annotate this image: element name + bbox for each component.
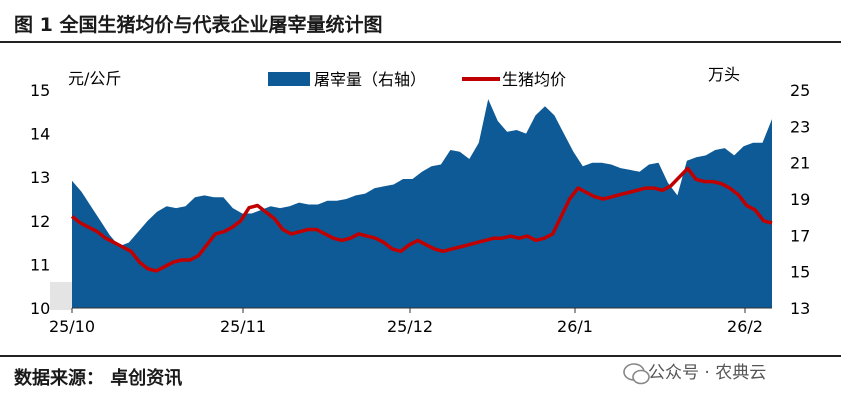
wechat-badge (623, 363, 650, 385)
title-rule (0, 41, 841, 43)
right-tick-label: 25 (790, 81, 810, 100)
left-tick-label: 14 (30, 125, 50, 144)
right-tick-group: 13 15 17 19 21 23 25 (790, 81, 810, 318)
right-tick-label: 21 (790, 154, 810, 173)
right-tick-label: 15 (790, 263, 810, 282)
slaughter-area (72, 99, 772, 308)
left-axis-unit: 元/公斤 (68, 69, 121, 88)
wechat-icon (623, 363, 650, 385)
source-rule (0, 355, 841, 357)
left-tick-label: 12 (30, 212, 50, 231)
left-tick-label: 11 (30, 255, 50, 274)
right-axis-unit: 万头 (708, 65, 740, 84)
legend: 屠宰量（右轴） 生猪均价 (268, 70, 566, 89)
x-tick-label: 25/10 (49, 317, 95, 336)
legend-label-slaughter: 屠宰量（右轴） (314, 70, 426, 89)
x-tick-group: 25/10 25/11 25/12 26/1 26/2 (49, 308, 763, 336)
left-tick-label: 10 (30, 299, 50, 318)
right-tick-label: 17 (790, 226, 810, 245)
right-tick-label: 23 (790, 117, 810, 136)
x-tick-label: 25/11 (220, 317, 266, 336)
left-tick-group: 10 11 12 13 14 15 (30, 81, 50, 318)
left-tick-label: 13 (30, 168, 50, 187)
price-line (70, 166, 773, 273)
watermark-logo (50, 282, 72, 310)
legend-label-price: 生猪均价 (502, 70, 566, 89)
x-tick-label: 26/2 (727, 317, 763, 336)
x-tick-label: 26/1 (557, 317, 593, 336)
legend-swatch-slaughter (268, 72, 310, 86)
figure-title: 图 1 全国生猪均价与代表企业屠宰量统计图 (14, 14, 383, 36)
right-tick-label: 13 (790, 299, 810, 318)
wechat-label: 公众号 · 农典云 (648, 363, 767, 383)
x-tick-label: 25/12 (387, 317, 433, 336)
data-source: 数据来源： 卓创资讯 (14, 368, 183, 389)
right-tick-label: 19 (790, 190, 810, 209)
left-tick-label: 15 (30, 81, 50, 100)
